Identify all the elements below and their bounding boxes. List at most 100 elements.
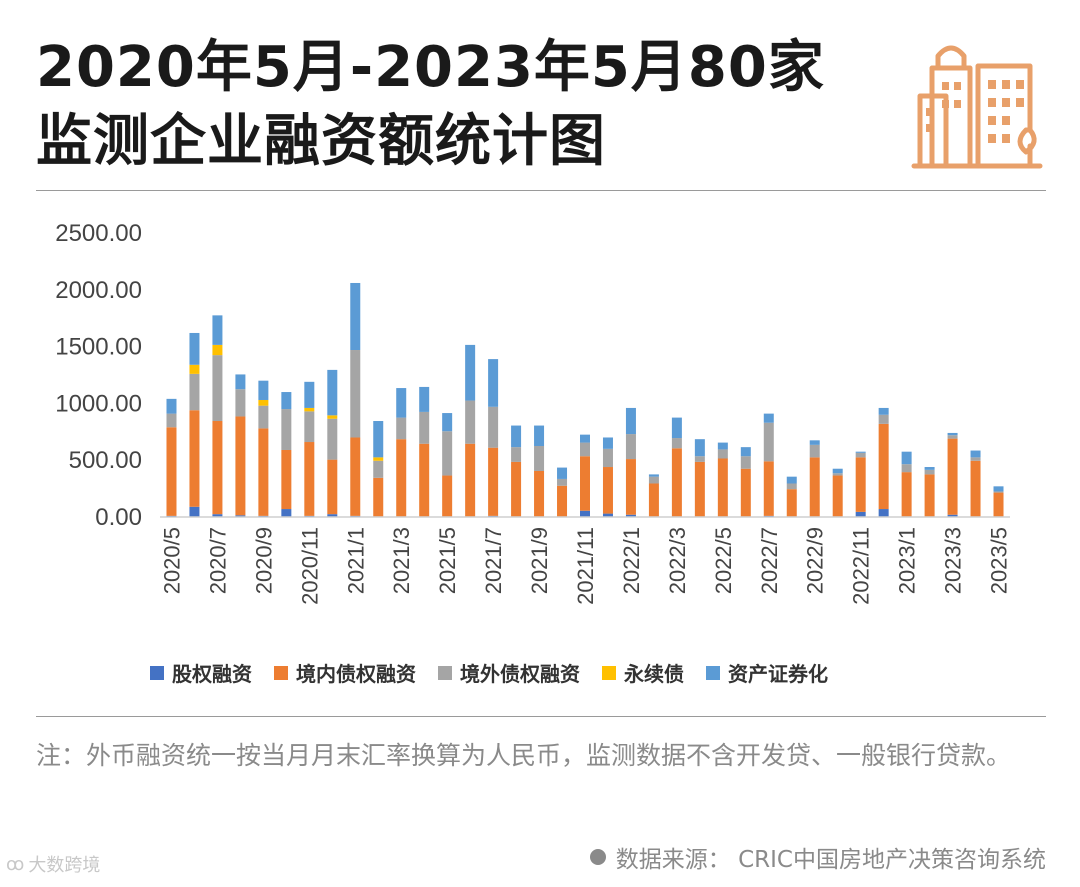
- bar-segment-domestic-bond: [166, 427, 177, 516]
- bar-segment-overseas-bond: [327, 418, 338, 460]
- bar-segment-overseas-bond: [671, 438, 682, 449]
- bar-segment-overseas-bond: [304, 411, 315, 443]
- legend-item-abs: 资产证券化: [706, 658, 828, 687]
- x-tick-label: 2020/11: [297, 527, 322, 605]
- bar-segment-abs: [671, 417, 682, 439]
- page-title-line2: 监测企业融资额统计图: [36, 109, 606, 174]
- legend-label-domestic-bond: 境内债权融资: [296, 662, 416, 686]
- bar-segment-abs: [465, 344, 476, 401]
- bar-segment-domestic-bond: [511, 461, 522, 517]
- bar-segment-domestic-bond: [327, 459, 338, 515]
- bar-segment-domestic-bond: [281, 449, 292, 510]
- bar-segment-abs: [166, 398, 177, 414]
- bar-segment-abs: [534, 425, 545, 446]
- bar-segment-abs: [419, 386, 430, 412]
- bar-segment-abs: [625, 407, 636, 435]
- bar-segment-overseas-bond: [419, 411, 430, 444]
- chart-legend: 股权融资 境内债权融资 境外债权融资 永续债 资产证券化: [150, 658, 828, 687]
- bar-segment-domestic-bond: [350, 437, 361, 516]
- bar-segment-abs: [189, 332, 200, 365]
- bar-segment-domestic-bond: [786, 489, 797, 517]
- bar-segment-domestic-bond: [763, 461, 774, 516]
- bar-segment-equity: [855, 511, 866, 517]
- bar-segment-domestic-bond: [235, 416, 246, 516]
- bar-segment-overseas-bond: [740, 456, 751, 469]
- y-axis: 0.00 500.00 1000.00 1500.00 2000.00 2500.00: [55, 220, 142, 531]
- x-tick-label: 2023/1: [895, 527, 920, 594]
- bar-segment-abs: [580, 434, 590, 443]
- x-tick-label: 2020/5: [159, 527, 184, 594]
- x-tick-label: 2022/11: [849, 527, 874, 605]
- bar-segment-overseas-bond: [557, 478, 568, 486]
- bar-segment-overseas-bond: [832, 473, 843, 476]
- bar-segment-abs: [212, 315, 223, 345]
- bar-segment-abs: [373, 421, 384, 458]
- x-tick-label: 2021/5: [435, 527, 460, 594]
- bar-segment-equity: [235, 515, 246, 517]
- bar-segment-overseas-bond: [786, 483, 797, 490]
- bar-segment-abs: [258, 380, 269, 400]
- x-tick-label: 2021/11: [573, 527, 598, 605]
- bar-segment-overseas-bond: [396, 417, 407, 440]
- bar-segment-domestic-bond: [717, 458, 728, 517]
- bar-segment-domestic-bond: [419, 443, 430, 517]
- bar-segment-overseas-bond: [350, 350, 361, 438]
- y-tick-label: 1500.00: [55, 334, 142, 361]
- bar-segment-domestic-bond: [625, 459, 636, 515]
- bar-segment-equity: [625, 514, 636, 517]
- bar-segment-perpetual-bond: [189, 364, 200, 374]
- bar-segment-abs: [442, 413, 453, 432]
- bar-segment-abs: [855, 451, 866, 453]
- legend-swatch-equity: [150, 665, 164, 680]
- bar-segment-domestic-bond: [924, 474, 935, 517]
- y-tick-label: 500.00: [69, 447, 142, 474]
- bar-segment-perpetual-bond: [304, 407, 315, 412]
- x-tick-label: 2021/9: [527, 527, 552, 594]
- legend-swatch-abs: [706, 665, 720, 680]
- bar-segment-overseas-bond: [488, 406, 499, 448]
- bar-segment-overseas-bond: [947, 435, 958, 439]
- bar-segment-domestic-bond: [602, 467, 613, 514]
- bar-segment-abs: [648, 474, 659, 477]
- bar-segment-equity: [281, 509, 292, 517]
- bar-segment-overseas-bond: [809, 444, 820, 458]
- bar-segment-overseas-bond: [602, 448, 613, 468]
- data-source-text: 数据来源： CRIC中国房地产决策咨询系统: [615, 847, 1046, 873]
- bar-segment-domestic-bond: [304, 442, 315, 516]
- legend-swatch-domestic-bond: [274, 665, 288, 680]
- bar-segment-domestic-bond: [855, 457, 866, 512]
- bar-segment-abs: [970, 450, 981, 458]
- bar-segment-equity: [580, 510, 590, 517]
- watermark-logo: ꝏ 大数跨境: [6, 851, 100, 877]
- bar-segment-abs: [878, 407, 889, 415]
- bar-segment-overseas-bond: [763, 422, 774, 462]
- bar-segment-abs: [281, 392, 292, 410]
- legend-label-abs: 资产证券化: [728, 662, 828, 686]
- bar-segment-equity: [327, 514, 338, 517]
- bar-segment-domestic-bond: [947, 438, 958, 515]
- bar-segment-abs: [901, 451, 912, 465]
- bar-segment-equity: [212, 514, 223, 517]
- bar-segment-domestic-bond: [648, 483, 659, 517]
- footnote: 注：外币融资统一按当月月末汇率换算为人民币，监测数据不含开发贷、一般银行贷款。: [36, 741, 1012, 770]
- x-tick-label: 2020/9: [251, 527, 276, 594]
- logo-mark-icon: ꝏ: [6, 853, 25, 875]
- x-tick-label: 2023/3: [941, 527, 966, 594]
- bar-segment-abs: [740, 447, 751, 457]
- bar-segment-abs: [832, 468, 843, 474]
- bar-series-group: [166, 282, 1004, 517]
- bar-segment-abs: [694, 439, 705, 457]
- bar-segment-overseas-bond: [442, 431, 453, 476]
- logo-text: 大数跨境: [28, 855, 101, 876]
- bar-segment-domestic-bond: [212, 421, 223, 515]
- bar-segment-abs: [924, 467, 935, 470]
- y-tick-label: 1000.00: [55, 390, 142, 417]
- bar-segment-overseas-bond: [993, 491, 1004, 493]
- legend-item-equity: 股权融资: [150, 658, 252, 687]
- bar-segment-equity: [602, 513, 613, 517]
- bar-segment-perpetual-bond: [373, 457, 384, 461]
- bar-segment-domestic-bond: [557, 485, 568, 517]
- x-tick-label: 2022/5: [711, 527, 736, 594]
- bar-segment-equity: [878, 509, 889, 517]
- title-divider: [36, 190, 1046, 191]
